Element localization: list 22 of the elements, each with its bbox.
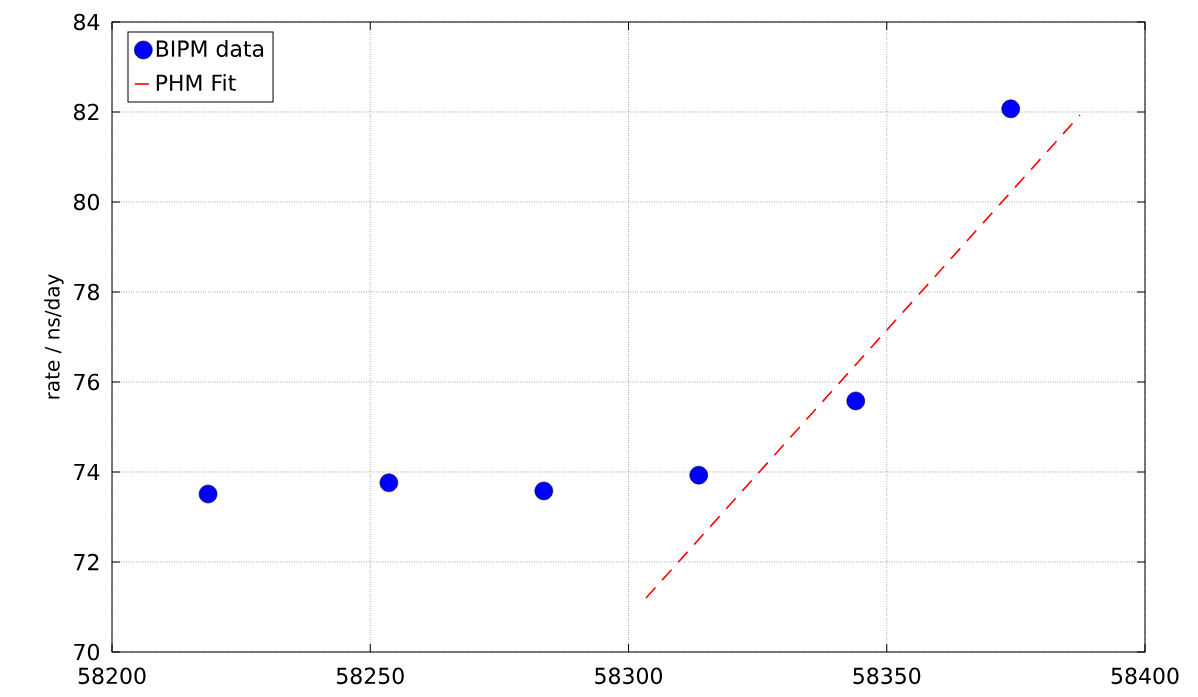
- y-tick-label: 76: [74, 373, 100, 391]
- x-tick-label: 58250: [336, 667, 404, 685]
- point: [534, 481, 554, 501]
- y-tick-label: 78: [74, 283, 99, 301]
- legend-label: BIPM data: [156, 39, 264, 57]
- x-tick-label: 58300: [595, 667, 663, 685]
- y-tick-label: 74: [74, 463, 100, 481]
- x-tick-label: 58350: [853, 667, 921, 685]
- y-tick-label: 80: [73, 193, 99, 211]
- x-tick-label: 58200: [78, 667, 146, 685]
- point: [379, 473, 399, 493]
- point: [198, 484, 218, 504]
- y-tick-label: 82: [73, 103, 99, 121]
- point: [1001, 99, 1020, 119]
- legend-label: PHM Fit: [156, 73, 236, 91]
- point: [689, 465, 708, 485]
- y-tick-label: 72: [74, 553, 99, 571]
- point: [846, 391, 866, 411]
- y-tick-label: 70: [74, 643, 99, 661]
- y-axis-title: rate / ns/day: [44, 274, 64, 399]
- x-tick-label: 58400: [1111, 667, 1179, 685]
- y-tick-label: 84: [73, 13, 100, 31]
